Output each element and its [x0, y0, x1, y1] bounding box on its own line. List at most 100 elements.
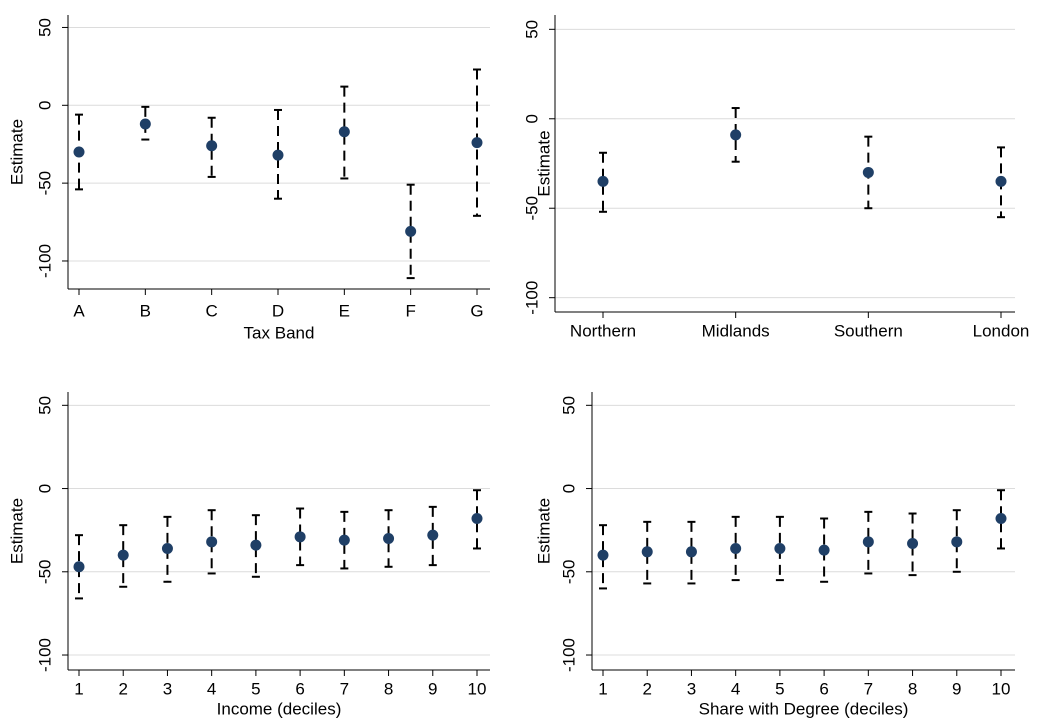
y-tick-label: 50: [35, 18, 54, 37]
point: [427, 529, 439, 541]
x-axis-title: Share with Degree (deciles): [699, 699, 909, 718]
point: [405, 225, 417, 237]
x-tick-label: C: [206, 301, 218, 320]
y-tick-label: 0: [522, 114, 541, 123]
point: [73, 561, 85, 573]
x-tick-label: 3: [163, 679, 172, 698]
x-tick-label: 1: [74, 679, 83, 698]
point: [685, 546, 697, 558]
y-tick-label: 0: [35, 101, 54, 110]
x-tick-label: 2: [642, 679, 651, 698]
point: [597, 175, 609, 187]
error-bar: [119, 524, 128, 588]
x-tick-label: 10: [992, 679, 1011, 698]
point: [471, 137, 483, 149]
point: [338, 126, 350, 138]
x-tick-label: 1: [598, 679, 607, 698]
x-tick-label: A: [73, 301, 85, 320]
error-bar: [274, 108, 282, 200]
error-bar: [864, 510, 873, 575]
x-tick-label: 8: [384, 679, 393, 698]
x-tick-label: 10: [468, 679, 487, 698]
point: [383, 532, 395, 544]
x-tick-label: 7: [864, 679, 873, 698]
error-bar: [207, 116, 216, 178]
point: [597, 549, 609, 561]
error-bar: [207, 509, 216, 575]
error-bar: [599, 151, 607, 213]
point: [730, 542, 742, 554]
x-tick-label: 6: [295, 679, 304, 698]
y-tick-label: 0: [559, 484, 578, 493]
error-bar: [820, 517, 829, 583]
error-bar: [687, 520, 696, 585]
error-bar: [406, 183, 415, 280]
y-axis-title: Estimate: [534, 498, 553, 564]
x-tick-label: Southern: [834, 321, 903, 340]
error-bar: [731, 515, 740, 582]
x-tick-label: Midlands: [702, 321, 770, 340]
error-bar: [731, 107, 740, 163]
point: [862, 166, 874, 178]
y-tick-label: -100: [559, 638, 578, 672]
y-axis-title: Estimate: [534, 130, 553, 196]
point: [995, 513, 1007, 525]
x-tick-label: 8: [908, 679, 917, 698]
x-tick-label: 4: [207, 679, 216, 698]
y-axis-title: Estimate: [7, 119, 26, 185]
panel: -100 -50 0 50 Estimate Northern Midlands Southe…: [522, 15, 1029, 340]
x-tick-label: 4: [731, 679, 740, 698]
x-tick-label: G: [470, 301, 483, 320]
error-bar: [952, 509, 961, 573]
point: [471, 513, 483, 525]
point: [774, 542, 786, 554]
point: [73, 146, 85, 158]
y-tick-label: -100: [522, 281, 541, 315]
error-bar: [384, 509, 393, 568]
error-bar: [997, 489, 1005, 550]
x-tick-label: F: [405, 301, 415, 320]
x-tick-label: 9: [952, 679, 961, 698]
y-tick-label: -100: [35, 638, 54, 672]
x-tick-label: 2: [118, 679, 127, 698]
error-bar: [643, 520, 652, 585]
point: [139, 118, 151, 130]
error-bar: [908, 512, 917, 577]
panel: -100 -50 0 50 Estimate Tax Band A B C D E F G: [7, 15, 490, 342]
point: [862, 536, 874, 548]
point: [641, 546, 653, 558]
y-tick-label: -50: [35, 559, 54, 584]
x-tick-label: 3: [687, 679, 696, 698]
x-axis-title: Income (deciles): [217, 699, 342, 718]
x-tick-label: 7: [340, 679, 349, 698]
point: [951, 536, 963, 548]
error-bar: [428, 505, 437, 567]
x-tick-label: 5: [251, 679, 260, 698]
x-tick-label: B: [140, 301, 151, 320]
point: [206, 140, 218, 152]
y-tick-label: -50: [522, 196, 541, 221]
x-tick-label: D: [272, 301, 284, 320]
point: [294, 531, 306, 543]
y-tick-label: -50: [35, 171, 54, 196]
x-tick-label: London: [973, 321, 1030, 340]
y-axis-title: Estimate: [7, 498, 26, 564]
error-bar: [296, 507, 305, 567]
error-bar: [251, 514, 260, 578]
y-tick-label: 0: [35, 484, 54, 493]
point: [206, 536, 218, 548]
error-bar: [599, 524, 607, 590]
y-tick-label: -50: [559, 559, 578, 584]
y-tick-label: -100: [35, 244, 54, 278]
x-tick-label: 5: [775, 679, 784, 698]
point: [338, 534, 350, 546]
x-axis-title: Tax Band: [244, 323, 315, 342]
point: [818, 544, 830, 556]
x-tick-label: E: [339, 301, 350, 320]
error-bar: [75, 534, 83, 600]
panel: -100 -50 0 50 Estimate Income (deciles) 1 2 3 4 5 6…: [7, 392, 490, 718]
y-tick-label: 50: [522, 20, 541, 39]
error-bar: [473, 489, 481, 550]
point: [907, 537, 919, 549]
